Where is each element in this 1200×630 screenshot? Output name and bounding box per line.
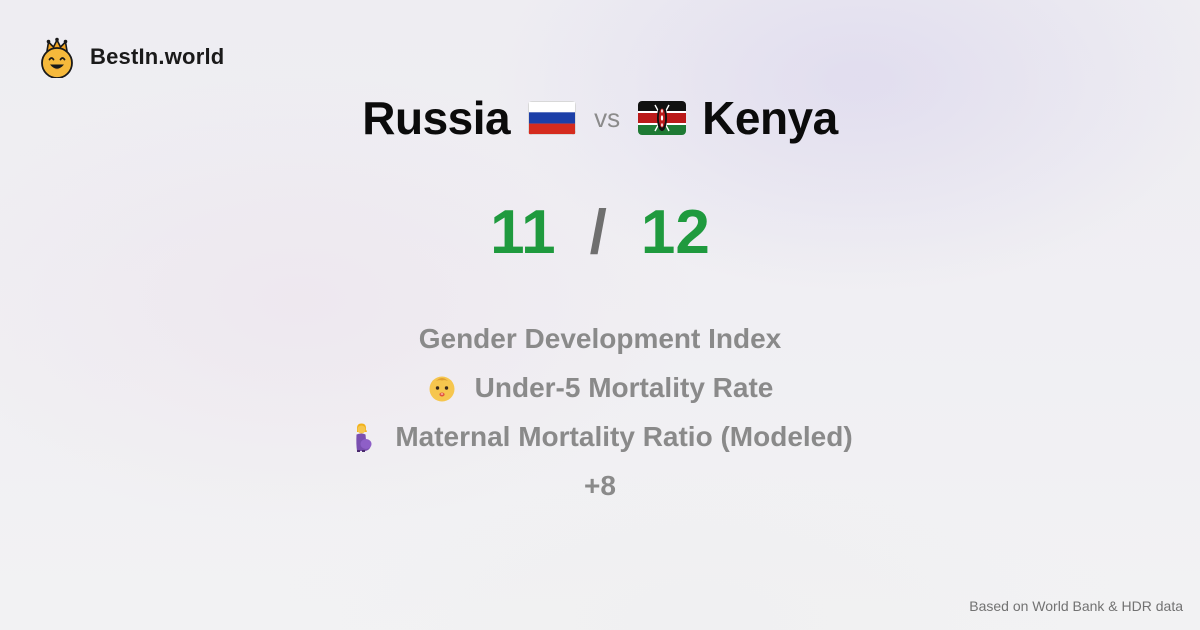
russia-flag-icon [528, 101, 577, 135]
baby-icon [429, 376, 455, 401]
metrics-list: Gender Development Index Under-5 Mortali… [0, 314, 1200, 510]
brand-name: BestIn.world [90, 44, 225, 69]
left-country-name[interactable]: Russia [362, 92, 511, 144]
metric-item: Under-5 Mortality Rate [427, 363, 774, 412]
crown-smiley-icon [41, 37, 73, 78]
kenya-flag-icon [638, 101, 687, 135]
more-metrics-label: +8 [584, 469, 616, 501]
vs-label: vs [594, 102, 621, 133]
right-country-name[interactable]: Kenya [702, 92, 838, 144]
metric-label: Maternal Mortality Ratio (Modeled) [395, 420, 853, 452]
score-separator: / [589, 197, 607, 267]
comparison-title: Russia vs Kenya [0, 86, 1200, 150]
metric-item: Maternal Mortality Ratio (Modeled) [347, 412, 853, 461]
more-metrics-count[interactable]: +8 [584, 461, 616, 510]
score-summary: 11 / 12 [0, 196, 1200, 268]
metric-item: Gender Development Index [419, 314, 782, 363]
metric-label: Gender Development Index [418, 322, 782, 354]
data-source-note: Based on World Bank & HDR data [969, 598, 1183, 614]
pregnant-woman-icon [356, 423, 372, 452]
right-score: 12 [640, 197, 710, 267]
metric-label: Under-5 Mortality Rate [474, 371, 774, 403]
left-score: 11 [490, 197, 556, 267]
brand[interactable]: BestIn.world [38, 36, 224, 78]
